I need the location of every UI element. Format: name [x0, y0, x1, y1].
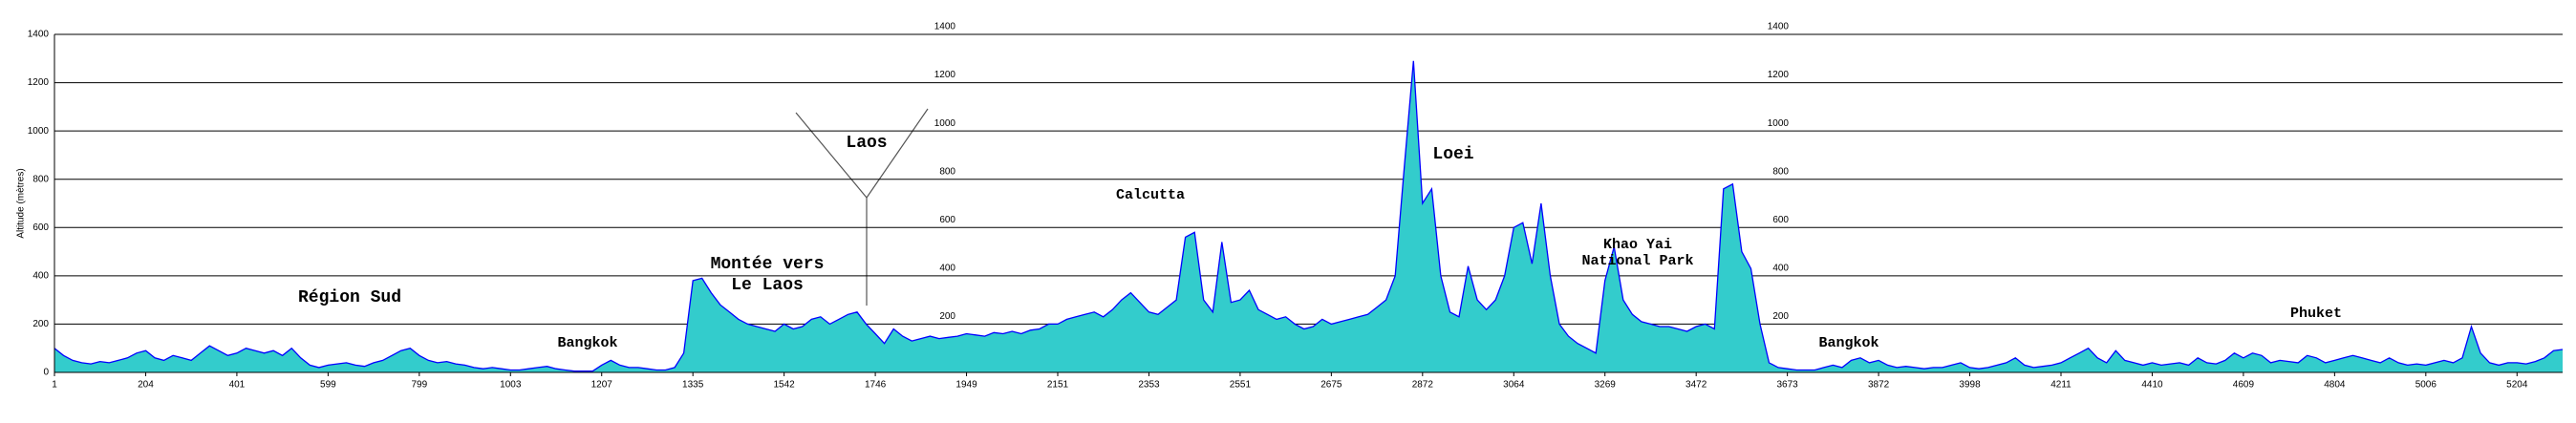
grid: [54, 33, 2563, 373]
y-tick-label: 400: [32, 270, 49, 281]
x-tick-label: 2675: [1320, 380, 1342, 391]
y-tick-label-repeat: 400: [1772, 263, 1789, 273]
area: [54, 60, 2563, 373]
x-tick-label: 3998: [1959, 380, 1981, 391]
x-tick-label: 1542: [774, 380, 796, 391]
y-tick-label: 800: [32, 174, 49, 184]
annotation: Laos: [846, 134, 887, 153]
x-tick-label: 2872: [1412, 380, 1434, 391]
x-tick-label: 1207: [591, 380, 613, 391]
y-tick-label-repeat: 400: [939, 263, 955, 273]
x-tick-label: 3472: [1685, 380, 1707, 391]
y-tick-label-repeat: 600: [1772, 215, 1789, 225]
y-tick-label: 1000: [28, 126, 50, 137]
y-tick-label-repeat: 200: [1772, 311, 1789, 322]
y-tick-label-repeat: 800: [939, 166, 955, 177]
annotation: Loei: [1432, 145, 1473, 164]
y-tick-label: 0: [43, 368, 49, 378]
annotation: National Park: [1581, 253, 1693, 269]
x-tick-label: 3673: [1777, 380, 1799, 391]
y-tick-label: 1400: [28, 30, 50, 40]
y-tick-label-repeat: 1200: [934, 70, 956, 80]
x-tick-label: 1949: [955, 380, 977, 391]
y-tick-label-repeat: 1000: [934, 118, 956, 129]
x-tick-label: 2551: [1230, 380, 1252, 391]
y-tick-label-repeat: 1200: [1768, 70, 1790, 80]
x-tick-label: 4211: [2050, 380, 2072, 391]
x-tick-label: 1746: [865, 380, 887, 391]
x-tick-label: 1003: [500, 380, 522, 391]
x-tick-label: 3064: [1503, 380, 1525, 391]
y-tick-label-repeat: 200: [939, 311, 955, 322]
y-tick-label: 200: [32, 319, 49, 329]
y-tick-label: 600: [32, 222, 49, 233]
x-tick-label: 3872: [1868, 380, 1890, 391]
annotation: Région Sud: [298, 288, 401, 307]
y-tick-label-repeat: 800: [1772, 166, 1789, 177]
y-tick-label: 1200: [28, 77, 50, 88]
x-tick-label: 5204: [2506, 380, 2528, 391]
y-axis-label: Altitude (mètres): [16, 168, 27, 238]
x-tick-label: 4804: [2324, 380, 2346, 391]
x-tick-label: 1: [52, 380, 57, 391]
annotation: Montée vers: [711, 255, 825, 274]
annotation: Phuket: [2290, 306, 2342, 322]
x-tick-label: 2353: [1138, 380, 1160, 391]
x-tick-label: 799: [411, 380, 427, 391]
x-tick-label: 5006: [2415, 380, 2437, 391]
area-line: [54, 60, 2564, 372]
x-tick-label: 204: [138, 380, 154, 391]
annotation: Bangkok: [1818, 335, 1878, 351]
annotation: Le Laos: [731, 276, 804, 295]
sign-line: [795, 112, 868, 199]
x-tick-label: 2151: [1047, 380, 1069, 391]
y-tick-label-repeat: 600: [939, 215, 955, 225]
x-tick-label: 4609: [2233, 380, 2255, 391]
annotation: Bangkok: [557, 335, 617, 351]
y-tick-label-repeat: 1000: [1768, 118, 1790, 129]
y-tick-label-repeat: 1400: [934, 22, 956, 32]
x-tick-label: 599: [320, 380, 336, 391]
sign-line: [866, 108, 929, 199]
y-tick-label-repeat: 1400: [1768, 22, 1790, 32]
x-tick-label: 3269: [1595, 380, 1617, 391]
x-tick-label: 4410: [2141, 380, 2163, 391]
x-tick-label: 401: [229, 380, 246, 391]
x-tick-label: 1335: [682, 380, 704, 391]
annotation: Calcutta: [1116, 187, 1185, 203]
annotation: Khao Yai: [1603, 237, 1672, 253]
